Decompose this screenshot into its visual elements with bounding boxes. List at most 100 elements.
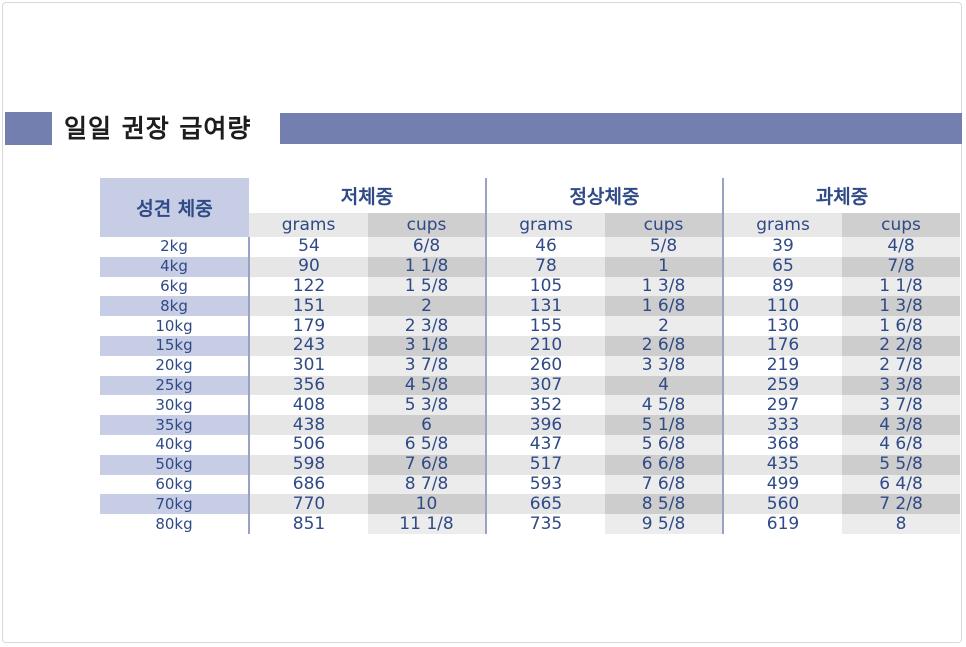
- cups-cell: 4 5/8: [368, 376, 486, 396]
- page-title: 일일 권장 급여량: [64, 114, 252, 143]
- sub-header-cups: cups: [368, 213, 486, 237]
- table-row: 50kg 598 7 6/8 517 6 6/8 435 5 5/8: [100, 455, 960, 475]
- grams-cell: 219: [722, 356, 842, 376]
- cups-cell: 4: [605, 376, 723, 396]
- cups-cell: 2 6/8: [605, 336, 723, 356]
- weight-column-header: 성견 체중: [100, 178, 249, 237]
- sub-header-grams: grams: [485, 213, 605, 237]
- weight-cell: 30kg: [100, 395, 250, 416]
- weight-cell: 15kg: [100, 335, 250, 356]
- table-body: 2kg 54 6/8 46 5/8 39 4/8 4kg 90 1 1/8 78 1 65 7/8 6kg 1…: [100, 237, 960, 534]
- grams-cell: 179: [249, 316, 368, 336]
- weight-cell: 2kg: [100, 237, 250, 257]
- table-row: 40kg 506 6 5/8 437 5 6/8 368 4 6/8: [100, 435, 960, 455]
- grams-cell: 437: [485, 435, 605, 455]
- cups-cell: 1 1/8: [368, 257, 486, 277]
- weight-cell: 35kg: [100, 415, 250, 435]
- grams-cell: 243: [249, 336, 368, 356]
- grams-cell: 368: [722, 435, 842, 455]
- grams-cell: 122: [249, 277, 368, 297]
- grams-cell: 130: [722, 316, 842, 336]
- sub-header-grams: grams: [722, 213, 842, 237]
- table-row: 4kg 90 1 1/8 78 1 65 7/8: [100, 257, 960, 277]
- cups-cell: 5 6/8: [605, 435, 723, 455]
- cups-cell: 6/8: [368, 237, 486, 257]
- grams-cell: 260: [485, 356, 605, 376]
- cups-cell: 1 5/8: [368, 277, 486, 297]
- grams-cell: 499: [722, 475, 842, 495]
- cups-cell: 7 6/8: [368, 455, 486, 475]
- cups-cell: 4/8: [842, 237, 960, 257]
- sub-header-cups: cups: [605, 213, 723, 237]
- grams-cell: 517: [485, 455, 605, 475]
- grams-cell: 39: [722, 237, 842, 257]
- grams-cell: 155: [485, 316, 605, 336]
- weight-cell: 6kg: [100, 276, 250, 297]
- cups-cell: 6 6/8: [605, 455, 723, 475]
- grams-cell: 686: [249, 475, 368, 495]
- cups-cell: 4 6/8: [842, 435, 960, 455]
- weight-cell: 60kg: [100, 474, 250, 495]
- cups-cell: 3 1/8: [368, 336, 486, 356]
- table-row: 35kg 438 6 396 5 1/8 333 4 3/8: [100, 415, 960, 435]
- grams-cell: 307: [485, 376, 605, 396]
- weight-cell: 25kg: [100, 375, 250, 396]
- table-row: 15kg 243 3 1/8 210 2 6/8 176 2 2/8: [100, 336, 960, 356]
- cups-cell: 7 2/8: [842, 494, 960, 515]
- cups-cell: 1 1/8: [842, 277, 960, 297]
- cups-cell: 1: [605, 257, 723, 277]
- grams-cell: 435: [722, 455, 842, 475]
- weight-cell: 50kg: [100, 454, 250, 475]
- table-row: 8kg 151 2 131 1 6/8 110 1 3/8: [100, 296, 960, 317]
- cups-cell: 8 7/8: [368, 475, 486, 495]
- table-row: 20kg 301 3 7/8 260 3 3/8 219 2 7/8: [100, 356, 960, 376]
- grams-cell: 78: [485, 257, 605, 277]
- cups-cell: 5 1/8: [605, 415, 723, 435]
- cups-cell: 2 7/8: [842, 356, 960, 376]
- table-row: 25kg 356 4 5/8 307 4 259 3 3/8: [100, 376, 960, 396]
- cups-cell: 8 5/8: [605, 494, 723, 515]
- table-row: 80kg 851 11 1/8 735 9 5/8 619 8: [100, 514, 960, 534]
- grams-cell: 176: [722, 336, 842, 356]
- group-header-underweight: 저체중: [340, 186, 394, 208]
- grams-cell: 151: [249, 296, 368, 317]
- table-row: 2kg 54 6/8 46 5/8 39 4/8: [100, 237, 960, 257]
- grams-cell: 301: [249, 356, 368, 376]
- feeding-table: 성견 체중 저체중 정상체중 과체중 grams cups grams cups…: [100, 178, 960, 534]
- header-accent-block: [5, 112, 52, 145]
- cups-cell: 7 6/8: [605, 475, 723, 495]
- weight-cell: 4kg: [100, 256, 250, 277]
- grams-cell: 110: [722, 296, 842, 317]
- table-row: 6kg 122 1 5/8 105 1 3/8 89 1 1/8: [100, 277, 960, 297]
- cups-cell: 6 5/8: [368, 435, 486, 455]
- grams-cell: 506: [249, 435, 368, 455]
- table-row: 60kg 686 8 7/8 593 7 6/8 499 6 4/8: [100, 475, 960, 495]
- table-row: 70kg 770 10 665 8 5/8 560 7 2/8: [100, 494, 960, 515]
- cups-cell: 1 3/8: [842, 296, 960, 317]
- cups-cell: 6 4/8: [842, 475, 960, 495]
- grams-cell: 90: [249, 257, 368, 277]
- cups-cell: 10: [368, 494, 486, 515]
- table-row: 30kg 408 5 3/8 352 4 5/8 297 3 7/8: [100, 395, 960, 416]
- grams-cell: 619: [722, 514, 842, 534]
- cups-cell: 9 5/8: [605, 514, 723, 534]
- group-header-overweight: 과체중: [722, 178, 960, 213]
- grams-cell: 54: [249, 237, 368, 257]
- cups-cell: 3 7/8: [368, 356, 486, 376]
- cups-cell: 1 6/8: [842, 316, 960, 336]
- grams-cell: 593: [485, 475, 605, 495]
- cups-cell: 2 2/8: [842, 336, 960, 356]
- cups-cell: 8: [842, 514, 960, 534]
- grams-cell: 65: [722, 257, 842, 277]
- grams-cell: 259: [722, 376, 842, 396]
- cups-cell: 2 3/8: [368, 316, 486, 336]
- group-header-normal: 정상체중: [485, 178, 723, 213]
- weight-cell: 8kg: [100, 296, 250, 317]
- grams-cell: 851: [249, 514, 368, 534]
- table-row: 10kg 179 2 3/8 155 2 130 1 6/8: [100, 316, 960, 336]
- cups-cell: 1 6/8: [605, 296, 723, 317]
- grams-cell: 131: [485, 296, 605, 317]
- grams-cell: 735: [485, 514, 605, 534]
- grams-cell: 438: [249, 415, 368, 435]
- weight-cell: 10kg: [100, 316, 250, 336]
